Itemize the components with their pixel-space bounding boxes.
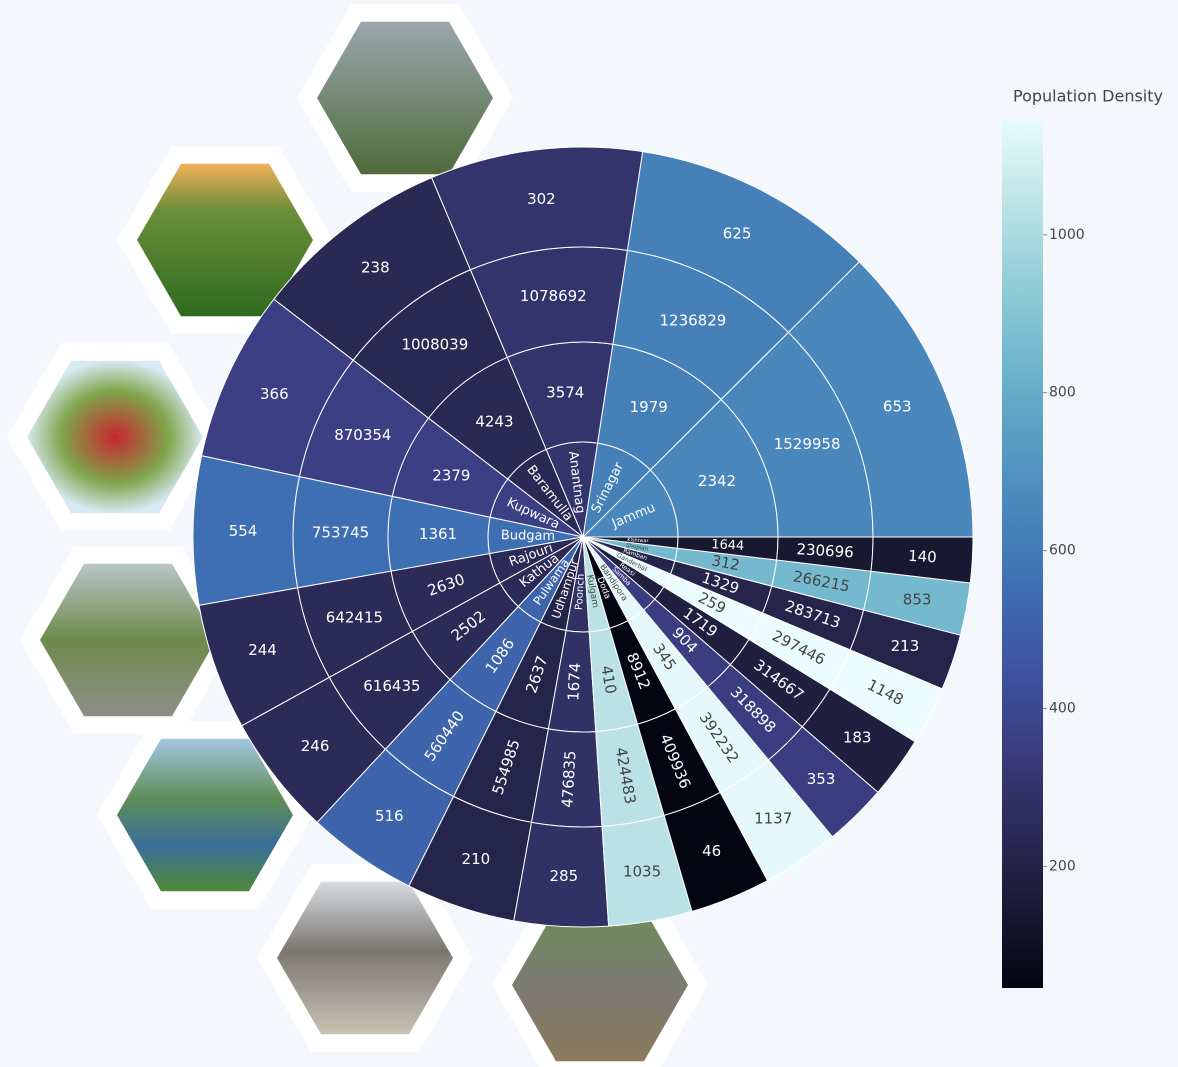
colorbar-title: Population Density <box>1013 87 1163 106</box>
colorbar-tick-label: 200 <box>1049 858 1076 874</box>
colorbar-tick-label: 800 <box>1049 385 1076 401</box>
segment-label: 238 <box>361 258 390 276</box>
hexagon-image <box>277 881 453 1035</box>
segment-label: 410 <box>597 664 620 695</box>
segment-label: 246 <box>301 737 330 755</box>
decorative-images <box>7 4 708 1067</box>
segment-label: 312 <box>710 552 741 574</box>
segment-label: 1035 <box>623 862 661 880</box>
segment-label: 3574 <box>546 384 584 402</box>
district-label: Poonch <box>574 573 587 610</box>
hexagon-image <box>27 360 203 514</box>
segment-label: 853 <box>903 590 932 608</box>
hexagon-image <box>137 163 313 317</box>
segment-label: 1674 <box>564 662 584 701</box>
segment-label: 1644 <box>711 537 745 554</box>
segment-label: 140 <box>908 547 938 567</box>
segment-label: 353 <box>807 770 836 788</box>
segment-label: 1137 <box>754 809 792 827</box>
hexagon-image <box>317 21 493 175</box>
segment-label: 476835 <box>558 750 579 808</box>
segment-label: 1236829 <box>660 311 727 329</box>
segment-label: 516 <box>375 807 404 825</box>
hexagon-image <box>40 563 216 717</box>
segment-label: 2379 <box>432 467 470 485</box>
segment-label: 46 <box>702 842 721 860</box>
segment-label: 230696 <box>796 540 854 561</box>
segment-label: 2342 <box>698 472 736 490</box>
colorbar-tick-label: 600 <box>1049 543 1076 559</box>
segment-label: 1078692 <box>520 287 587 305</box>
segment-label: 302 <box>527 190 556 208</box>
segment-label: 653 <box>883 398 912 416</box>
segment-label: 1979 <box>630 398 668 416</box>
segment-label: 642415 <box>326 609 383 627</box>
colorbar-tick-label: 1000 <box>1049 227 1085 243</box>
hexagon-image <box>512 908 688 1062</box>
hexagon-image <box>117 738 293 892</box>
segment-label: 244 <box>248 641 277 659</box>
segment-label: 285 <box>550 867 579 885</box>
segment-label: 1529958 <box>774 435 841 453</box>
segment-label: 1361 <box>419 525 457 543</box>
segment-label: 4243 <box>475 413 513 431</box>
segment-label: 625 <box>723 224 752 242</box>
segment-label: 870354 <box>334 426 391 444</box>
segment-label: 183 <box>843 729 872 747</box>
segment-label: 616435 <box>363 677 420 695</box>
district-label: Budgam <box>501 528 556 544</box>
segment-label: 210 <box>462 850 491 868</box>
sunburst: Jammu23421529958653Srinagar1979123682962… <box>192 146 974 928</box>
district-label: Shopian <box>625 543 649 553</box>
density-segment <box>870 536 974 584</box>
segment-label: 213 <box>891 637 920 655</box>
colorbar-tick-label: 400 <box>1049 701 1076 717</box>
colorbar <box>1002 118 1043 988</box>
segment-label: 753745 <box>312 523 369 541</box>
district-label: Kishtwar <box>627 537 649 544</box>
segment-label: 1008039 <box>401 335 468 353</box>
segment-label: 554 <box>229 522 258 540</box>
segment-label: 366 <box>260 385 289 403</box>
